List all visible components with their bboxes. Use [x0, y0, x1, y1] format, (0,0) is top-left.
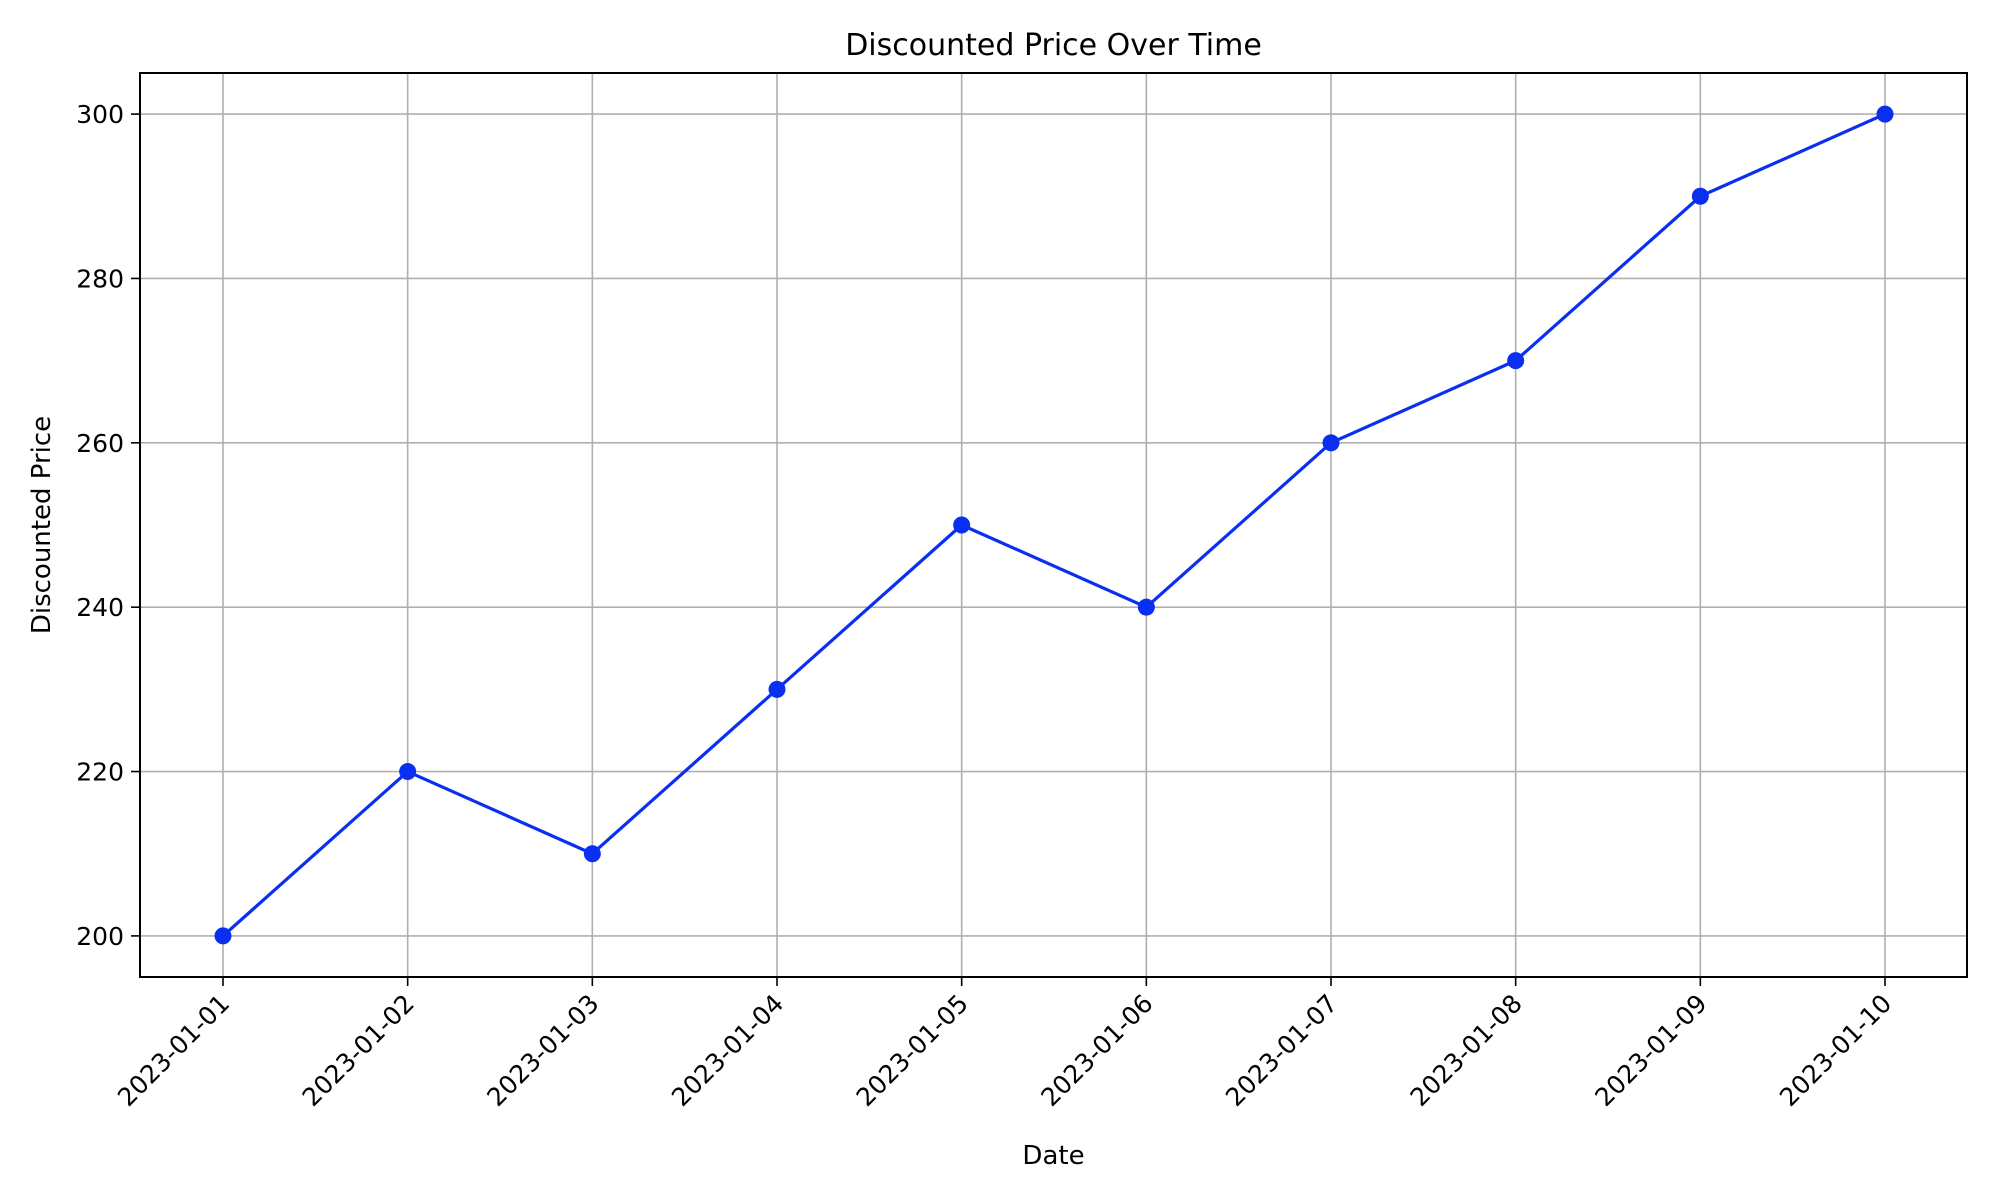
series-layer: [214, 105, 1894, 945]
series-line: [221, 112, 1886, 938]
x-tick-label: 2023-01-07: [1220, 989, 1343, 1112]
x-tick-label: 2023-01-09: [1589, 989, 1712, 1112]
data-point: [399, 763, 417, 781]
data-point: [953, 516, 971, 534]
y-tick-label: 300: [76, 100, 124, 129]
data-point: [1507, 352, 1525, 370]
y-tick-label: 220: [76, 758, 124, 787]
x-tick-label: 2023-01-10: [1774, 989, 1897, 1112]
x-tick-label: 2023-01-01: [112, 989, 235, 1112]
x-axis-label: Date: [1022, 1141, 1084, 1171]
x-tick-label: 2023-01-03: [481, 989, 604, 1112]
x-tick-label: 2023-01-02: [297, 989, 420, 1112]
y-tick-label: 200: [76, 922, 124, 951]
chart-title: Discounted Price Over Time: [845, 28, 1262, 63]
data-point: [214, 927, 232, 945]
data-point: [583, 845, 601, 863]
data-point: [1691, 187, 1709, 205]
x-tick-label: 2023-01-08: [1405, 989, 1528, 1112]
plot-frame: [139, 72, 1968, 978]
data-point: [1137, 598, 1155, 616]
data-point: [1876, 105, 1894, 123]
grid-lines: [140, 73, 1967, 977]
x-tick-label: 2023-01-06: [1035, 989, 1158, 1112]
y-axis-ticks: 200 220 240 260 280 300: [76, 100, 140, 951]
x-axis-ticks: 2023-01-01 2023-01-02 2023-01-03 2023-01-04…: [112, 977, 1897, 1112]
y-axis-label: Discounted Price: [27, 416, 57, 634]
data-point: [768, 680, 786, 698]
y-tick-label: 280: [76, 264, 124, 293]
x-tick-label: 2023-01-05: [851, 989, 974, 1112]
x-tick-label: 2023-01-04: [666, 989, 789, 1112]
y-tick-label: 260: [76, 429, 124, 458]
data-point: [1322, 434, 1340, 452]
y-tick-label: 240: [76, 593, 124, 622]
